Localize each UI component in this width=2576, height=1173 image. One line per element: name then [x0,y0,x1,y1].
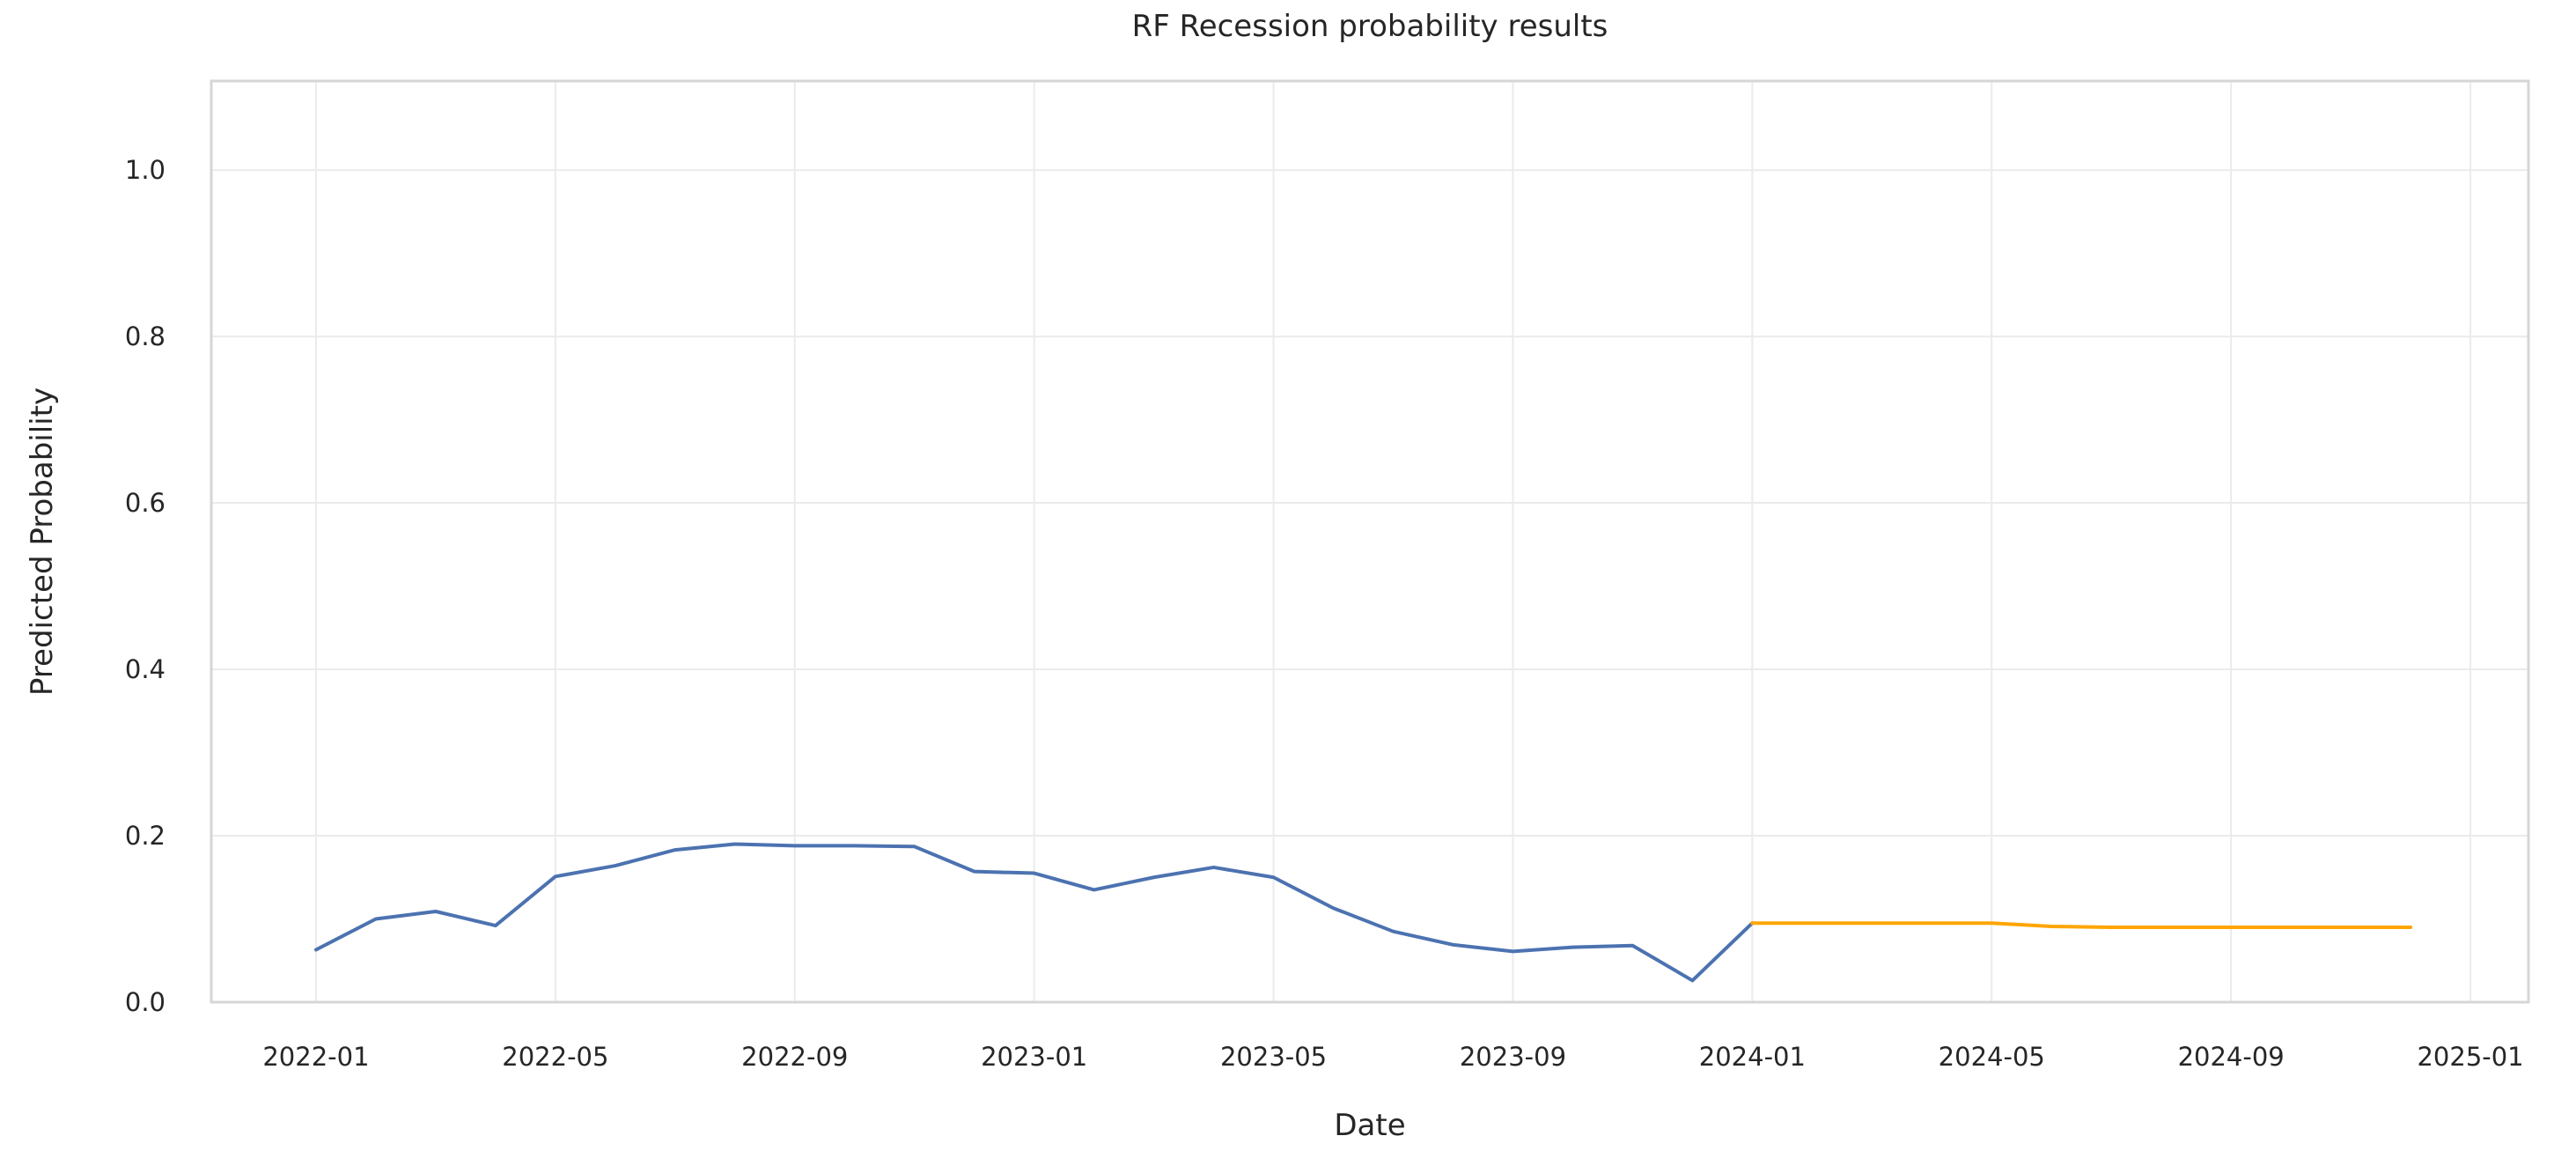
x-tick-label: 2024-09 [2178,1042,2285,1072]
chart-title: RF Recession probability results [1131,9,1608,44]
series-blue_line [313,842,1755,983]
x-axis-label: Date [1334,1108,1406,1143]
x-tick-label: 2024-05 [1939,1042,2045,1072]
x-tick-label: 2022-05 [502,1042,608,1072]
x-tick-label: 2023-09 [1460,1042,1566,1072]
y-tick-label: 0.2 [125,821,166,851]
y-tick-label: 0.0 [125,987,166,1017]
x-tick-label: 2023-01 [981,1042,1087,1072]
x-tick-label: 2023-05 [1220,1042,1327,1072]
y-tick-label: 0.6 [125,488,166,518]
y-tick-label: 1.0 [125,155,166,185]
x-tick-label: 2024-01 [1699,1042,1806,1072]
series-orange_line [1750,921,2413,929]
x-tick-label: 2022-09 [741,1042,848,1072]
plot-border [210,79,2530,1004]
x-tick-label: 2025-01 [2417,1042,2523,1072]
y-tick-label: 0.4 [125,654,166,684]
y-tick-label: 0.8 [125,321,166,351]
x-tick-label: 2022-01 [262,1042,369,1072]
